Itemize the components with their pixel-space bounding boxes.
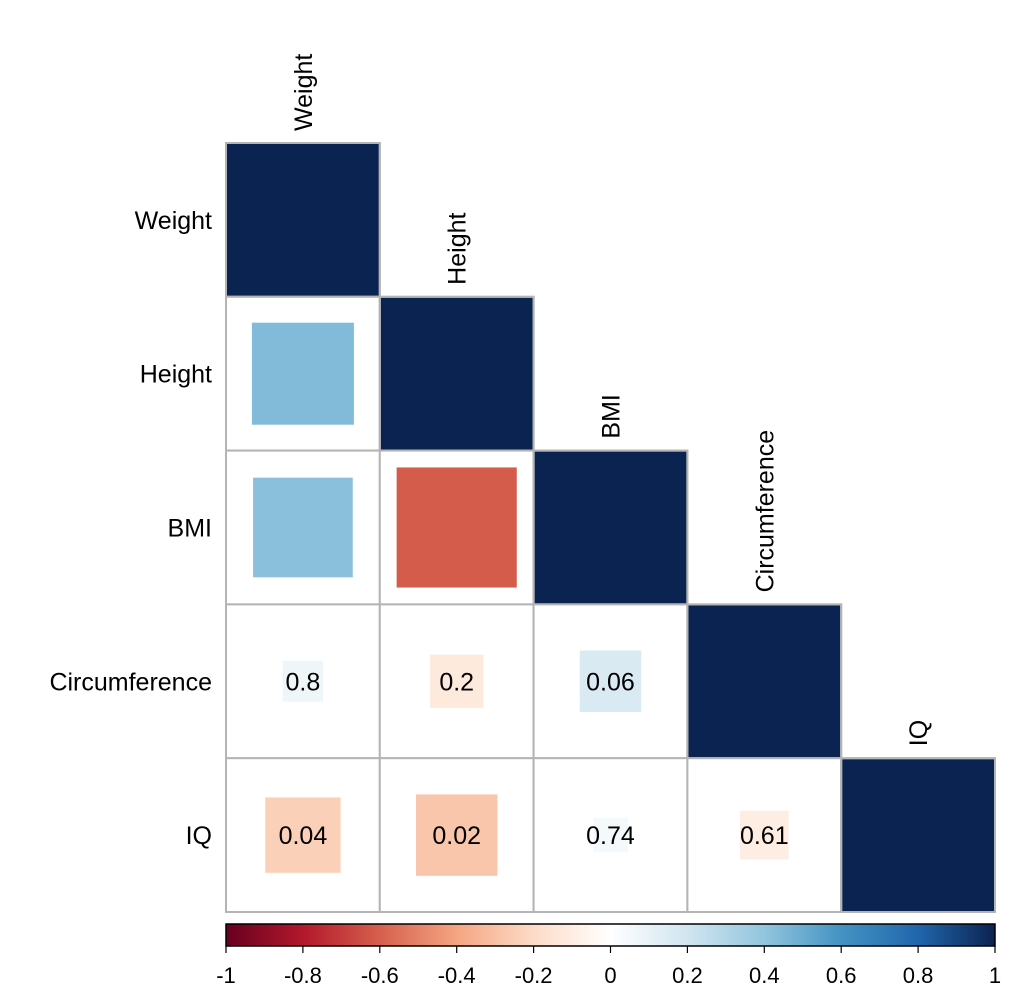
colorbar-tick-label: -0.2 [515, 963, 553, 988]
correlation-square [739, 810, 789, 860]
colorbar-tick-label: -0.6 [361, 963, 399, 988]
column-label: Circumference [751, 430, 779, 593]
correlation-square [265, 797, 341, 873]
column-label: IQ [905, 720, 933, 746]
column-label: Weight [290, 54, 318, 131]
row-label: Height [140, 361, 212, 389]
colorbar-tick-label: 0 [604, 963, 616, 988]
colorbar-tick-label: 0.8 [903, 963, 934, 988]
correlation-square [227, 144, 379, 296]
correlation-square [253, 477, 353, 578]
correlation-square [688, 605, 841, 758]
cell-label: 0.8 [286, 668, 321, 696]
cell-label: 0.04 [279, 822, 328, 850]
correlation-square [396, 467, 517, 588]
row-label: BMI [168, 515, 212, 543]
cell-label: 0.74 [586, 822, 635, 850]
cell-label: 0.06 [586, 668, 635, 696]
correlation-square [579, 650, 642, 713]
cell-label: 0.61 [740, 822, 789, 850]
cell-border [840, 757, 997, 914]
correlation-square [416, 794, 498, 876]
row-label: Weight [135, 207, 212, 235]
colorbar [225, 923, 996, 947]
correlation-square [593, 817, 628, 853]
colorbar-tick-label: 0.2 [672, 963, 703, 988]
colorbar-tick-label: 0.6 [826, 963, 857, 988]
correlation-square [251, 322, 354, 425]
cell-label: 0.2 [439, 668, 474, 696]
colorbar-tick-label: -0.8 [284, 963, 322, 988]
correlation-square [282, 660, 324, 702]
row-label: IQ [186, 822, 212, 850]
correlation-square [430, 654, 484, 708]
correlation-square [380, 297, 533, 450]
colorbar-tick-label: 1 [989, 963, 1001, 988]
row-label: Circumference [49, 668, 212, 696]
colorbar-tick-label: -1 [216, 963, 236, 988]
column-label: BMI [598, 394, 626, 438]
colorbar-tick-label: 0.4 [749, 963, 780, 988]
correlation-square [842, 759, 994, 911]
colorbar-tick-label: -0.4 [438, 963, 476, 988]
column-label: Height [444, 212, 472, 284]
correlation-square [534, 451, 687, 604]
cell-label: 0.02 [432, 822, 481, 850]
